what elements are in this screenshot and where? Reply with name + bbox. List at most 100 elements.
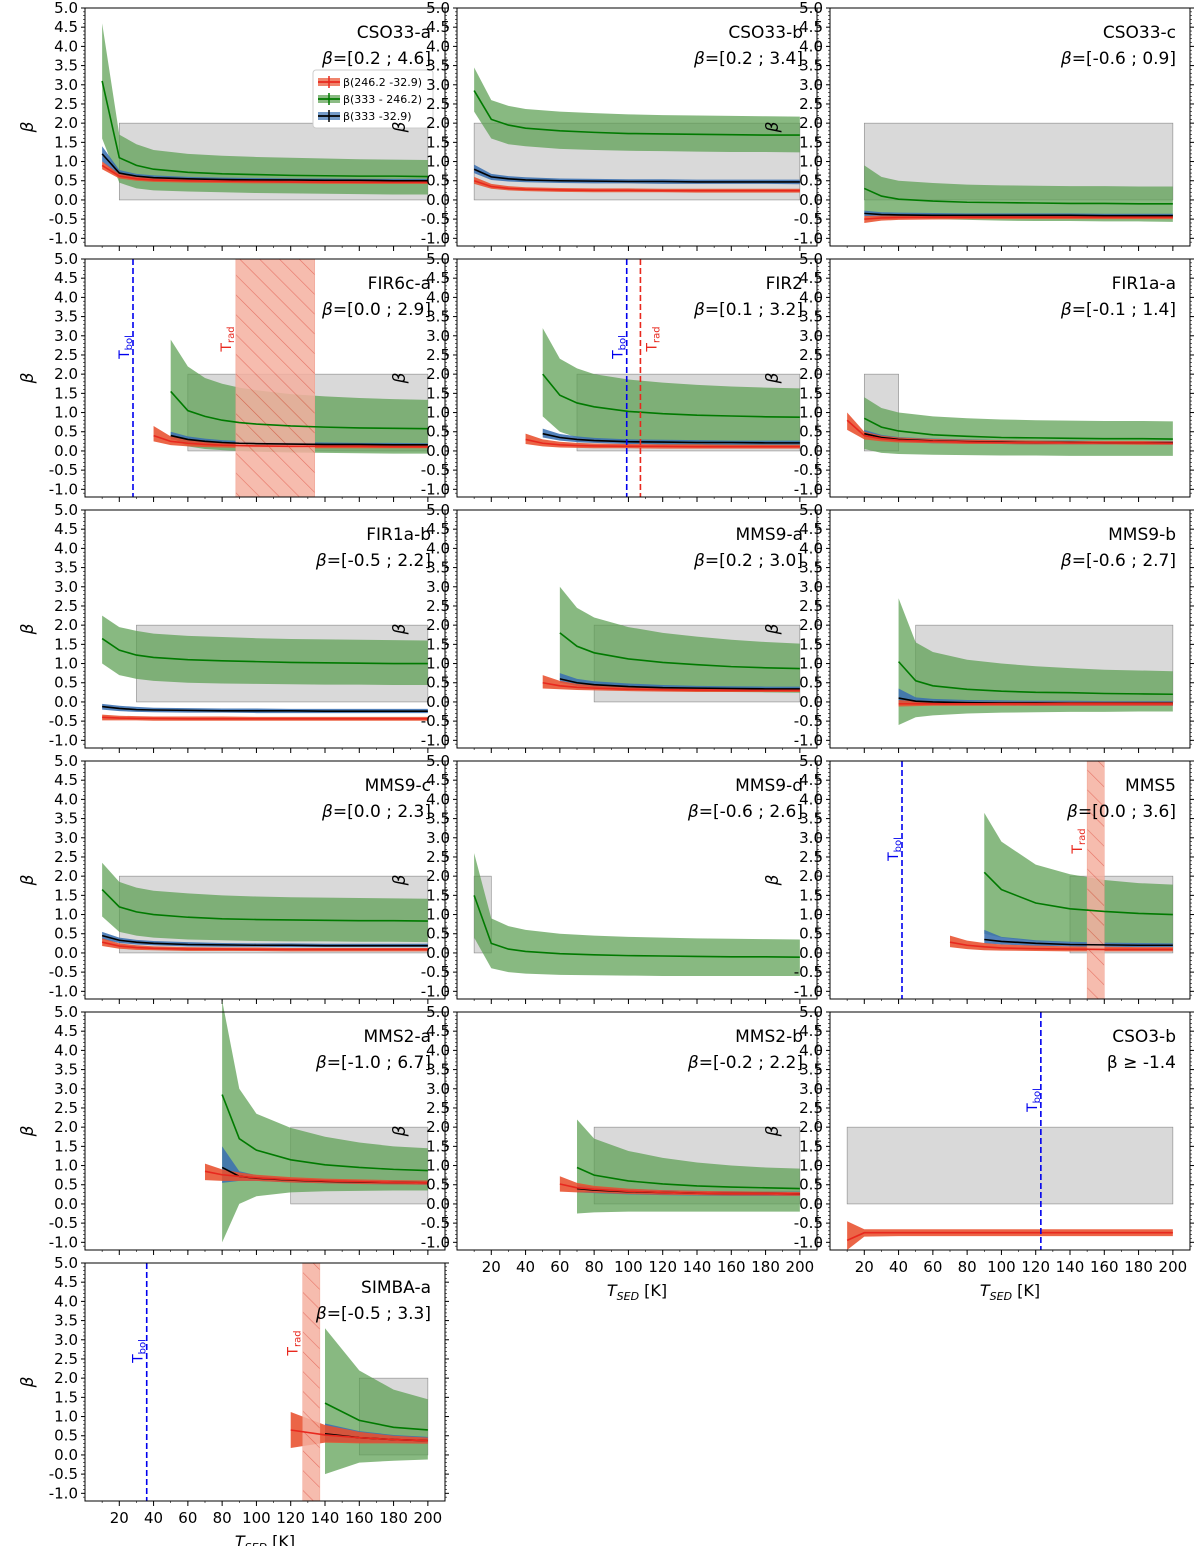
y-axis: 5.04.54.03.53.02.52.01.51.00.50.0-0.5-1.… [49,1003,449,1251]
series-line-red [473,179,800,192]
y-tick-label: 3.0 [426,327,450,345]
y-tick-label: 4.0 [799,790,823,808]
x-tick-label: 160 [1090,1258,1119,1276]
y-tick-label: 3.5 [799,308,823,326]
panel-title: MMS9-c [365,776,431,796]
y-tick-label: 5.0 [799,1003,823,1021]
band-red [102,938,428,952]
y-tick-label: 2.0 [54,867,78,885]
y-tick-label: 3.0 [426,76,450,94]
y-tick-label: 1.0 [54,1157,78,1175]
x-tick-label: 120 [648,1258,677,1276]
y-axis-label: β [763,372,783,384]
y-tick-label: 3.5 [54,1061,78,1079]
y-tick-label: 4.5 [54,269,78,287]
y-tick-label: 2.0 [799,1118,823,1136]
y-tick-label: 0.0 [426,191,450,209]
y-tick-label: 4.5 [426,1022,450,1040]
x-tick-label: 80 [213,1509,232,1527]
series-line-red [290,1429,428,1442]
series-line-green [863,417,1173,440]
panel-CSO33-b: 5.04.54.03.53.02.52.01.51.00.50.0-0.5-1.… [390,0,821,251]
x-tick-label: 140 [311,1509,340,1527]
y-tick-label: 5.0 [54,250,78,268]
y-tick-label: 1.5 [799,886,823,904]
panel-title: FIR6c-a [368,274,431,294]
x-axis [846,999,1174,1004]
y-tick-label: 1.0 [54,1408,78,1426]
y-axis-label: β [18,121,38,133]
y-tick-label: 4.5 [54,771,78,789]
y-tick-label: 0.0 [799,1195,823,1213]
y-tick-label: -1.0 [794,229,823,247]
y-axis: 5.04.54.03.53.02.52.01.51.00.50.0-0.5-1.… [794,501,1194,749]
y-tick-label: 1.0 [54,906,78,924]
y-tick-label: -0.5 [794,963,823,981]
y-tick-label: 4.5 [799,520,823,538]
y-tick-label: 2.0 [54,365,78,383]
y-tick-label: 1.5 [54,1388,78,1406]
x-axis [473,999,801,1004]
y-tick-label: 1.0 [799,655,823,673]
series-line-black [473,168,800,183]
y-tick-label: 2.0 [426,365,450,383]
y-tick-label: 2.5 [426,346,450,364]
panel-title: MMS9-d [735,776,803,796]
band-green [102,862,428,943]
series-line-green [559,632,800,670]
beta-range-label: β ≥ -1.4 [1107,1053,1176,1073]
y-tick-label: 3.0 [426,1080,450,1098]
series-line-black [101,934,428,947]
y-tick-label: 0.5 [426,423,450,441]
y-tick-label: 1.5 [426,384,450,402]
x-tick-label: 160 [717,1258,746,1276]
y-tick-label: -1.0 [421,731,450,749]
series-line-red [846,419,1173,445]
y-tick-label: 3.5 [426,308,450,326]
y-tick-label: -1.0 [794,1233,823,1251]
y-tick-label: 0.5 [54,1176,78,1194]
y-tick-label: 1.5 [426,1137,450,1155]
y-tick-label: 2.0 [799,867,823,885]
x-axis: 20 40 60 80 100 120 140 160 180 200 [846,1250,1187,1276]
x-tick-label: 140 [683,1258,712,1276]
panel-FIR1a-a: 5.04.54.0 3.53.02.52.01.5 1.00.50.0-0.5-1.… [763,250,1194,502]
series-line-red [101,941,428,951]
y-tick-label: 0.5 [426,925,450,943]
series-line-green [897,661,1173,696]
x-axis-label: TSED [K] [607,1281,667,1303]
y-tick-label: 3.0 [54,76,78,94]
y-tick-label: 1.0 [426,906,450,924]
y-axis: 5.04.54.03.53.02.52.01.51.00.50.0-0.5-1.… [794,752,1194,1000]
y-tick-label: 5.0 [426,0,450,17]
y-tick-label: 1.5 [426,886,450,904]
y-axis: 5.04.54.03.53.02.52.01.51.00.50.0-0.5-1.… [49,0,449,247]
y-axis-label: β [390,372,410,384]
x-tick-label: 20 [482,1258,501,1276]
beta-range-label: β=[-1.0 ; 6.7] [315,1053,431,1073]
y-tick-label: 0.5 [54,423,78,441]
panel-MMS9-c: 5.04.54.03.53.02.52.01.51.00.50.0-0.5-1.… [18,752,449,1004]
y-tick-label: 0.0 [799,693,823,711]
y-tick-label: 2.5 [799,95,823,113]
trad-region [1086,760,1105,1000]
y-tick-label: 4.5 [799,771,823,789]
y-tick-label: 3.5 [426,57,450,75]
y-tick-label: -0.5 [49,210,78,228]
x-axis [473,497,801,502]
beta-range-label: β=[-0.2 ; 2.2] [687,1053,803,1073]
y-tick-label: 5.0 [799,250,823,268]
panel-title: MMS2-a [364,1027,432,1047]
band-green [102,615,428,686]
x-tick-label: 80 [585,1258,604,1276]
y-tick-label: 0.5 [799,172,823,190]
y-tick-label: -0.5 [49,1465,78,1483]
y-tick-label: 4.5 [799,1022,823,1040]
y-tick-label: 0.5 [799,674,823,692]
y-tick-label: 1.5 [54,886,78,904]
y-tick-label: 3.0 [799,76,823,94]
y-tick-label: 1.5 [426,133,450,151]
y-axis-label: β [18,1125,38,1137]
beta-range-label: β=[0.2 ; 3.4] [693,49,803,69]
y-tick-label: 3.0 [54,1080,78,1098]
